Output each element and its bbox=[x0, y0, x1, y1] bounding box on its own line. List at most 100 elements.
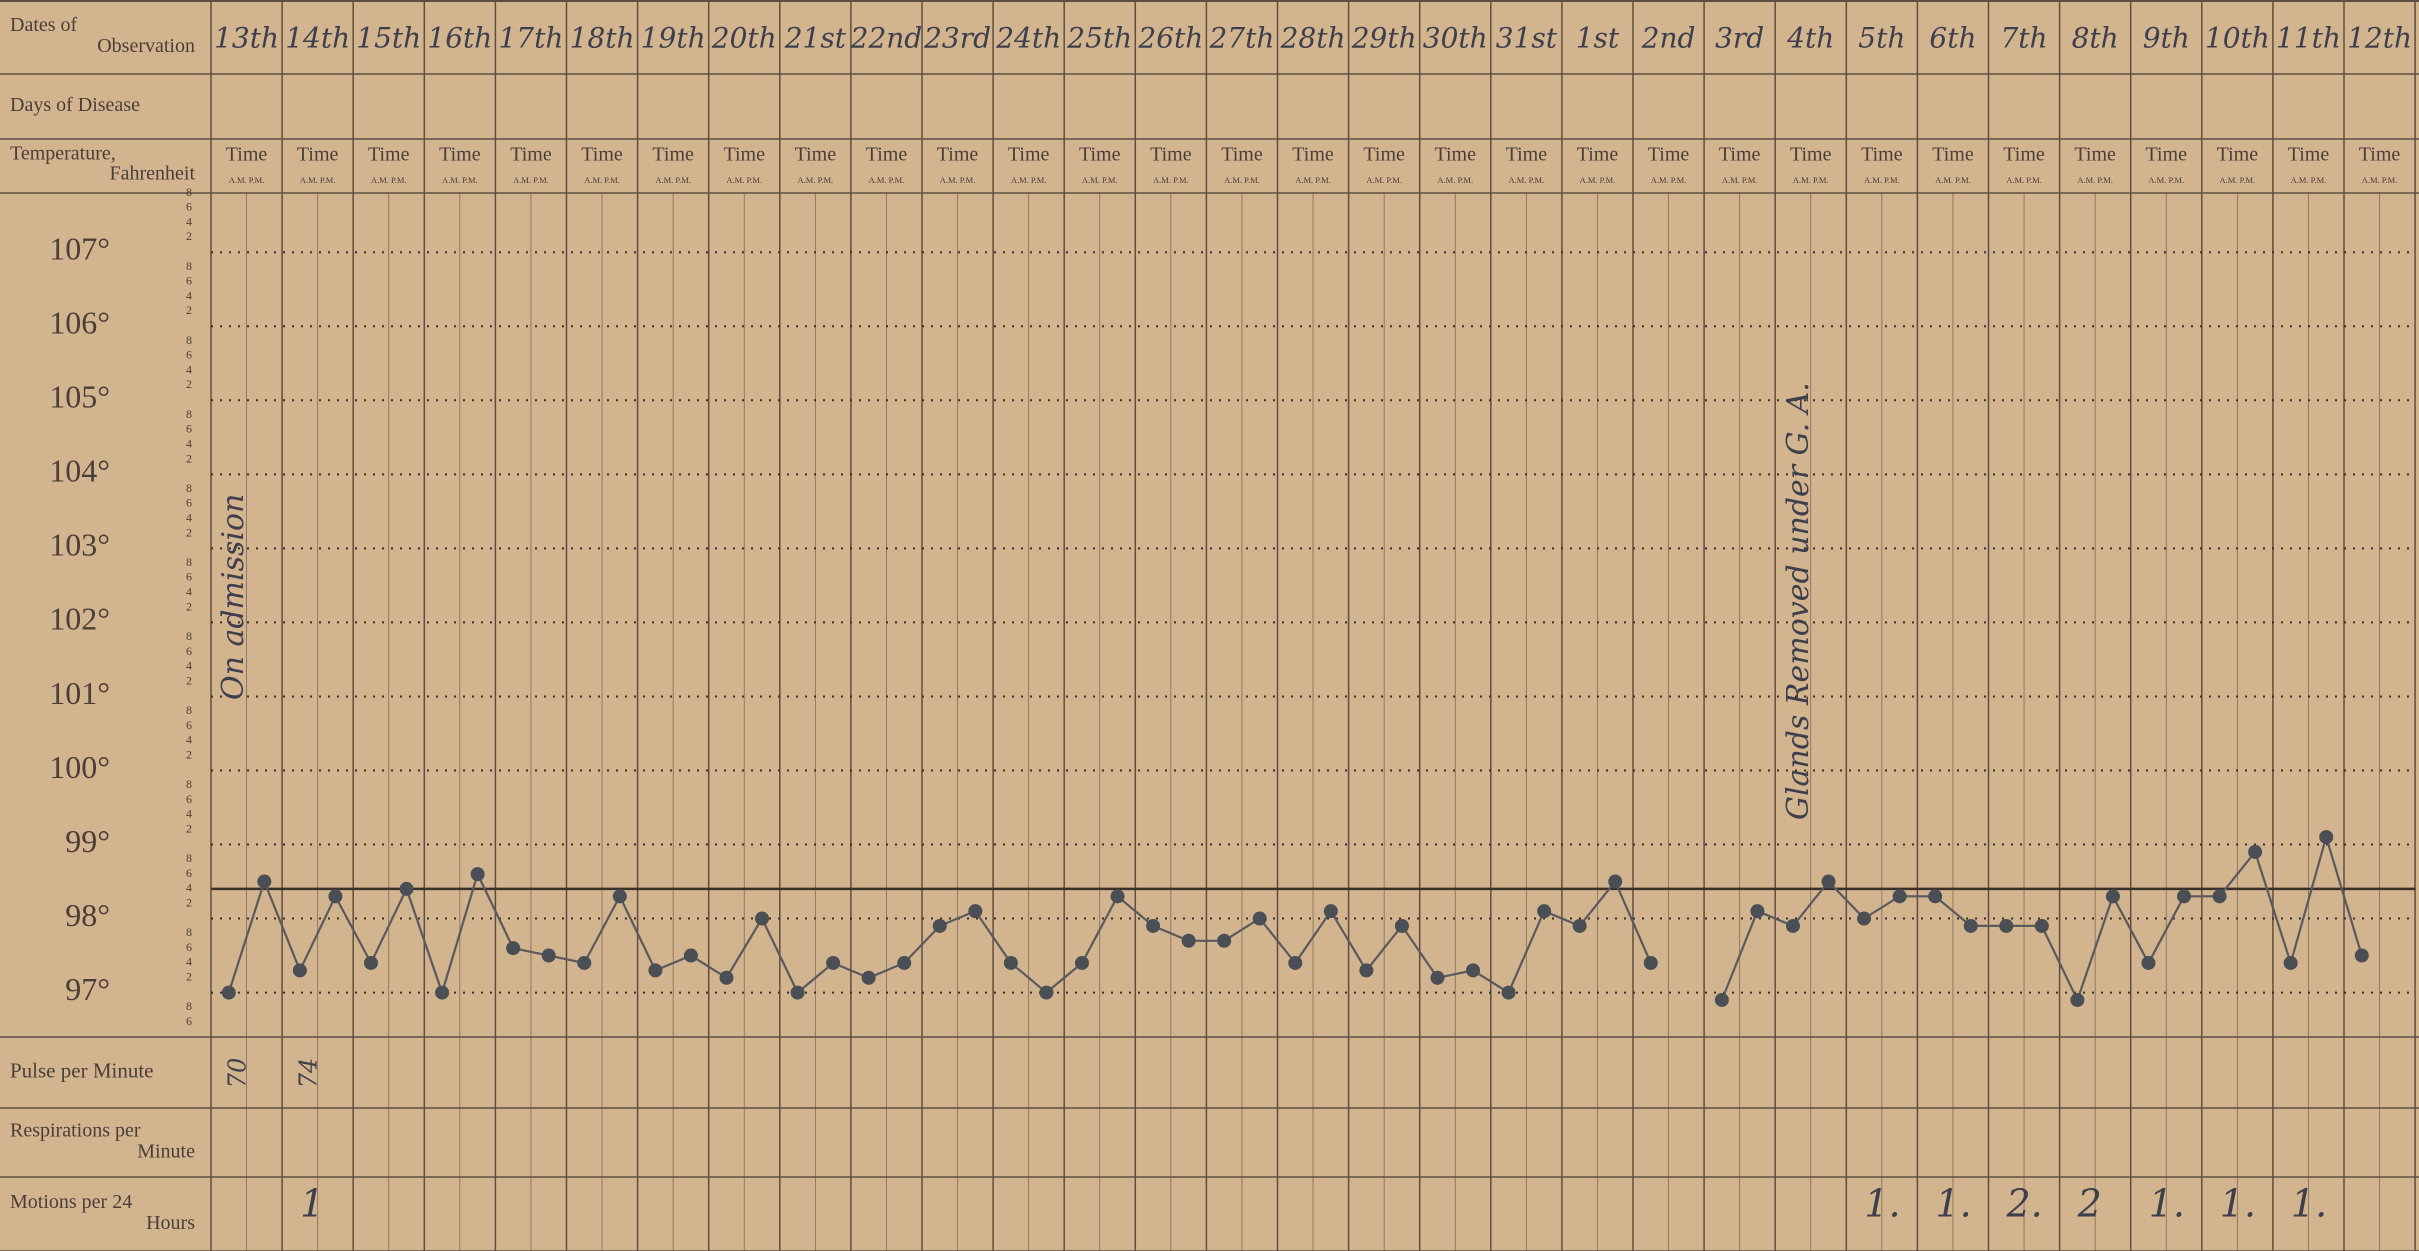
temperature-point bbox=[2177, 889, 2192, 904]
time-label: Time bbox=[581, 144, 623, 166]
date-label: 6th bbox=[1929, 22, 1976, 55]
row-label: Minute bbox=[137, 1141, 195, 1163]
temperature-point bbox=[755, 911, 770, 926]
temperature-point bbox=[612, 889, 627, 904]
temperature-point bbox=[1501, 985, 1516, 1000]
date-label: 19th bbox=[641, 22, 706, 55]
minor-tick-label: 4 bbox=[186, 288, 192, 302]
minor-tick-label: 4 bbox=[186, 807, 192, 821]
ampm-label: A.M. P.M. bbox=[1082, 175, 1118, 185]
minor-tick-label: 8 bbox=[186, 851, 192, 865]
temperature-point bbox=[1466, 963, 1481, 978]
ampm-label: A.M. P.M. bbox=[1509, 175, 1545, 185]
minor-tick-label: 6 bbox=[186, 200, 192, 214]
date-label: 14th bbox=[285, 22, 350, 55]
temperature-point bbox=[1003, 955, 1018, 970]
minor-tick-label: 6 bbox=[186, 792, 192, 806]
date-label: 21st bbox=[784, 22, 847, 55]
time-label: Time bbox=[510, 144, 552, 166]
date-label: 20th bbox=[711, 22, 777, 55]
temperature-point bbox=[1181, 933, 1196, 948]
date-label: 13th bbox=[214, 22, 279, 55]
minor-tick-label: 4 bbox=[186, 955, 192, 969]
temperature-point bbox=[932, 918, 947, 933]
date-label: 2nd bbox=[1641, 22, 1696, 55]
y-tick-label: 97° bbox=[65, 971, 110, 1007]
y-tick-label: 103° bbox=[49, 527, 110, 563]
minor-tick-label: 6 bbox=[186, 644, 192, 658]
time-label: Time bbox=[2288, 144, 2330, 166]
ampm-label: A.M. P.M. bbox=[1366, 175, 1402, 185]
minor-tick-label: 8 bbox=[186, 481, 192, 495]
ampm-label: A.M. P.M. bbox=[1722, 175, 1758, 185]
minor-tick-label: 6 bbox=[186, 866, 192, 880]
temperature-point bbox=[968, 904, 983, 919]
temperature-point bbox=[2319, 830, 2334, 845]
y-tick-label: 102° bbox=[49, 601, 110, 637]
y-tick-label: 106° bbox=[49, 305, 110, 341]
temperature-point bbox=[1608, 874, 1623, 889]
minor-tick-label: 4 bbox=[186, 362, 192, 376]
ampm-label: A.M. P.M. bbox=[300, 175, 336, 185]
minor-tick-label: 4 bbox=[186, 659, 192, 673]
motion-value: 1. bbox=[1935, 1182, 1971, 1226]
date-label: 11th bbox=[2276, 22, 2341, 55]
temperature-point bbox=[683, 948, 698, 963]
ampm-label: A.M. P.M. bbox=[1651, 175, 1687, 185]
time-label: Time bbox=[1008, 144, 1050, 166]
row-label: Observation bbox=[97, 35, 195, 57]
ampm-label: A.M. P.M. bbox=[1011, 175, 1047, 185]
temperature-point bbox=[1857, 911, 1872, 926]
time-label: Time bbox=[2145, 144, 2187, 166]
time-label: Time bbox=[1506, 144, 1548, 166]
minor-tick-label: 8 bbox=[186, 259, 192, 273]
temperature-point bbox=[435, 985, 450, 1000]
temperature-point bbox=[790, 985, 805, 1000]
ampm-label: A.M. P.M. bbox=[2148, 175, 2184, 185]
ampm-label: A.M. P.M. bbox=[1295, 175, 1331, 185]
date-label: 3rd bbox=[1715, 22, 1764, 55]
minor-tick-label: 2 bbox=[186, 970, 192, 984]
motion-value: 1. bbox=[2149, 1182, 2185, 1226]
y-tick-label: 104° bbox=[49, 453, 110, 489]
date-label: 27th bbox=[1208, 22, 1274, 55]
ampm-label: A.M. P.M. bbox=[442, 175, 478, 185]
minor-tick-label: 2 bbox=[186, 303, 192, 317]
date-label: 1st bbox=[1576, 22, 1620, 55]
row-label: Hours bbox=[146, 1212, 195, 1234]
row-label: Days of Disease bbox=[10, 94, 140, 116]
temperature-point bbox=[1643, 955, 1658, 970]
temperature-point bbox=[1572, 918, 1587, 933]
time-label: Time bbox=[1577, 144, 1619, 166]
temperature-point bbox=[1999, 918, 2014, 933]
temperature-point bbox=[1359, 963, 1374, 978]
temperature-point bbox=[2212, 889, 2227, 904]
temperature-point bbox=[1750, 904, 1765, 919]
minor-tick-label: 4 bbox=[186, 881, 192, 895]
ampm-label: A.M. P.M. bbox=[2077, 175, 2113, 185]
temperature-point bbox=[257, 874, 272, 889]
ampm-label: A.M. P.M. bbox=[1153, 175, 1189, 185]
date-label: 16th bbox=[427, 22, 492, 55]
ampm-label: A.M. P.M. bbox=[798, 175, 834, 185]
temperature-point bbox=[292, 963, 307, 978]
temperature-point bbox=[1430, 970, 1445, 985]
temperature-point bbox=[470, 867, 485, 882]
ampm-label: A.M. P.M. bbox=[1864, 175, 1900, 185]
time-label: Time bbox=[937, 144, 979, 166]
date-label: 23rd bbox=[923, 22, 991, 55]
time-label: Time bbox=[1221, 144, 1263, 166]
row-label: Temperature, bbox=[10, 143, 116, 165]
y-tick-label: 100° bbox=[49, 749, 110, 785]
date-label: 24th bbox=[995, 22, 1061, 55]
time-label: Time bbox=[1079, 144, 1121, 166]
minor-tick-label: 8 bbox=[186, 185, 192, 199]
motion-value: 2. bbox=[2006, 1182, 2043, 1226]
temperature-point bbox=[1110, 889, 1125, 904]
date-label: 18th bbox=[570, 22, 635, 55]
minor-tick-label: 2 bbox=[186, 451, 192, 465]
minor-tick-label: 2 bbox=[186, 229, 192, 243]
ampm-label: A.M. P.M. bbox=[2362, 175, 2398, 185]
temperature-point bbox=[1252, 911, 1267, 926]
temperature-point bbox=[506, 941, 521, 956]
